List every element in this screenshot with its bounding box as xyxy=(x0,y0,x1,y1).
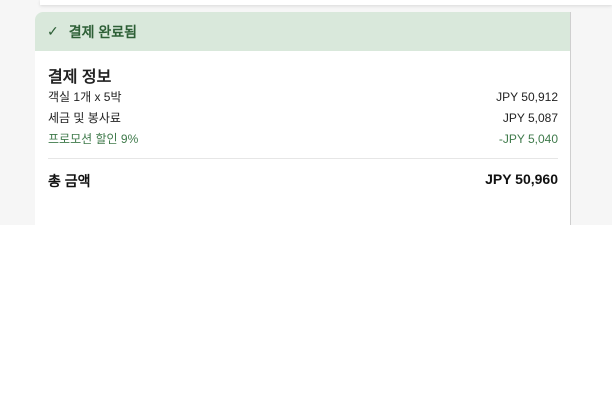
line-item-amount: -JPY 5,040 xyxy=(498,132,558,146)
total-amount: JPY 50,960 xyxy=(485,171,558,187)
total-label: 총 금액 xyxy=(48,173,91,189)
line-item-amount: JPY 50,912 xyxy=(496,90,558,104)
payment-info-title: 결제 정보 xyxy=(48,69,112,86)
divider xyxy=(48,158,558,159)
line-item-amount: JPY 5,087 xyxy=(502,111,558,125)
payment-card: ✓ 결제 완료됨 결제 정보 객실 1개 x 5박 JPY 50,912 세금 … xyxy=(35,12,571,225)
top-bar xyxy=(40,0,612,5)
payment-status-banner: ✓ 결제 완료됨 xyxy=(35,12,570,51)
line-item-room: 객실 1개 x 5박 JPY 50,912 xyxy=(48,87,558,108)
status-label: 결제 완료됨 xyxy=(68,23,138,40)
check-icon: ✓ xyxy=(47,23,59,39)
total-row: 총 금액 JPY 50,960 xyxy=(48,171,558,191)
line-item-taxes: 세금 및 봉사료 JPY 5,087 xyxy=(48,108,558,129)
line-item-label: 프로모션 할인 9% xyxy=(48,132,139,146)
line-item-label: 세금 및 봉사료 xyxy=(48,111,121,125)
line-item-promo: 프로모션 할인 9% -JPY 5,040 xyxy=(48,129,558,150)
line-item-label: 객실 1개 x 5박 xyxy=(48,90,122,104)
